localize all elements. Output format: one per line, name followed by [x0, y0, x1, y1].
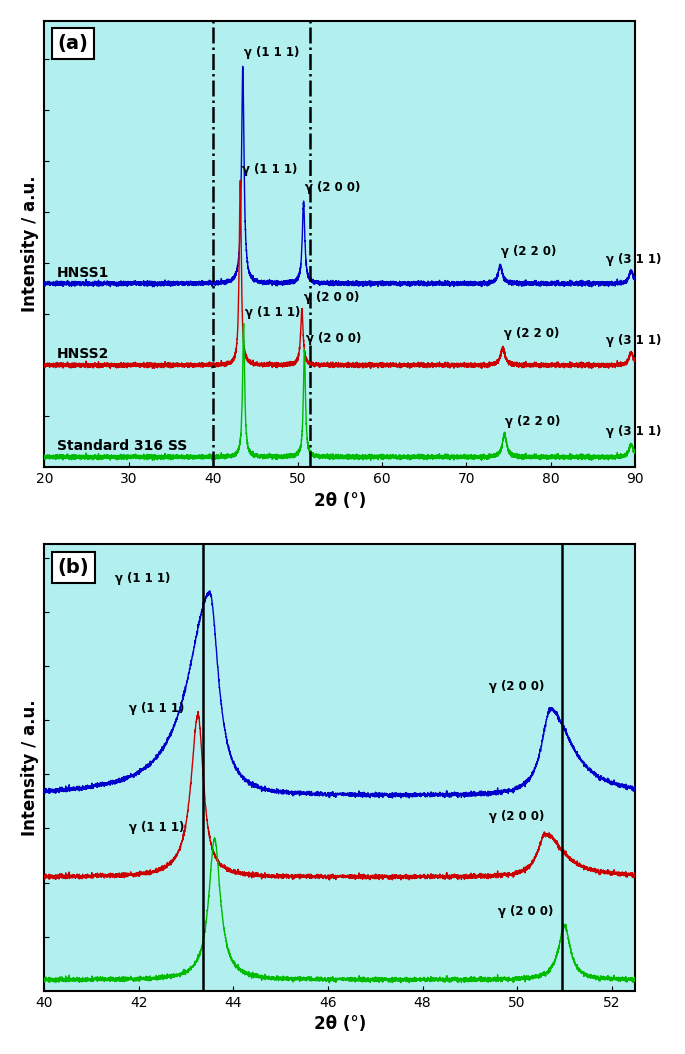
Text: (a): (a)	[58, 34, 88, 53]
Text: γ (3 1 1): γ (3 1 1)	[606, 253, 661, 266]
Text: γ (1 1 1): γ (1 1 1)	[242, 163, 297, 176]
Text: γ (2 0 0): γ (2 0 0)	[306, 181, 360, 194]
Text: γ (2 0 0): γ (2 0 0)	[306, 332, 362, 345]
Text: γ (1 1 1): γ (1 1 1)	[245, 307, 301, 319]
X-axis label: 2θ (°): 2θ (°)	[314, 491, 366, 510]
Text: γ (1 1 1): γ (1 1 1)	[129, 702, 185, 715]
Text: γ (2 0 0): γ (2 0 0)	[303, 291, 359, 304]
Text: (b): (b)	[58, 558, 89, 577]
Text: HNSS1: HNSS1	[57, 266, 110, 279]
X-axis label: 2θ (°): 2θ (°)	[314, 1015, 366, 1033]
Text: γ (2 2 0): γ (2 2 0)	[506, 414, 561, 428]
Text: γ (3 1 1): γ (3 1 1)	[606, 425, 661, 437]
Text: γ (1 1 1): γ (1 1 1)	[115, 572, 171, 585]
Text: γ (2 0 0): γ (2 0 0)	[498, 904, 553, 918]
Text: γ (1 1 1): γ (1 1 1)	[245, 46, 300, 59]
Text: γ (2 0 0): γ (2 0 0)	[489, 680, 544, 694]
Text: γ (2 0 0): γ (2 0 0)	[489, 811, 544, 823]
Y-axis label: Intensity / a.u.: Intensity / a.u.	[21, 176, 39, 312]
Text: γ (2 2 0): γ (2 2 0)	[503, 327, 559, 339]
Text: HNSS2: HNSS2	[57, 348, 110, 362]
Text: Standard 316 SS: Standard 316 SS	[57, 440, 187, 453]
Text: γ (3 1 1): γ (3 1 1)	[606, 334, 661, 348]
Y-axis label: Intensity / a.u.: Intensity / a.u.	[21, 699, 39, 836]
Text: γ (1 1 1): γ (1 1 1)	[129, 821, 185, 834]
Text: γ (2 2 0): γ (2 2 0)	[501, 246, 556, 258]
